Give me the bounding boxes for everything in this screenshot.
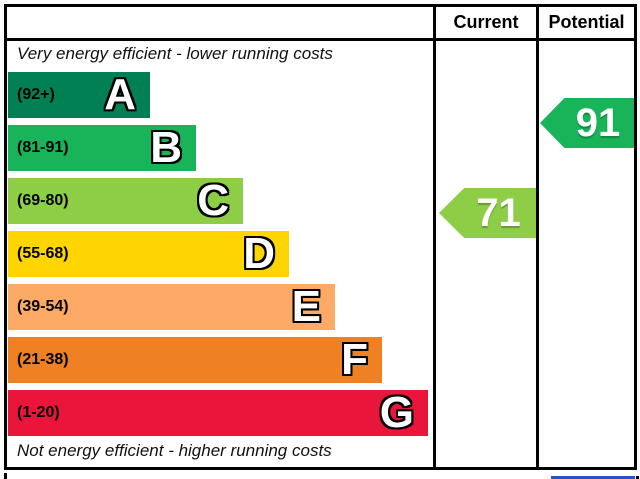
- next-section-left-border: [4, 473, 7, 479]
- band-a: (92+) A: [8, 72, 150, 118]
- band-range-label: (55-68): [17, 245, 69, 262]
- band-g: (1-20) G: [8, 390, 428, 436]
- band-range-label: (21-38): [17, 351, 69, 368]
- current-rating-arrow: 71: [439, 188, 536, 238]
- rating-table: Current Potential Very energy efficient …: [4, 4, 637, 470]
- potential-column-header: Potential: [548, 12, 625, 32]
- band-letter: A: [104, 70, 136, 119]
- band-range-label: (81-91): [17, 139, 69, 156]
- band-c: (69-80) C: [8, 178, 243, 224]
- band-letter: B: [150, 123, 182, 172]
- potential-rating-value: 91: [575, 101, 621, 145]
- top-caption: Very energy efficient - lower running co…: [17, 44, 333, 63]
- band-range-label: (92+): [17, 86, 55, 103]
- band-range-label: (1-20): [17, 404, 60, 421]
- column-divider-potential: [536, 7, 539, 467]
- next-section-blue-border: [551, 476, 635, 479]
- current-column-header: Current: [453, 12, 519, 32]
- bottom-caption: Not energy efficient - higher running co…: [17, 441, 332, 460]
- band-letter: G: [379, 388, 414, 437]
- band-d: (55-68) D: [8, 231, 289, 277]
- band-letter: C: [197, 176, 229, 225]
- band-f: (21-38) F: [8, 337, 382, 383]
- next-section-right-border: [636, 476, 639, 479]
- band-letter: F: [341, 335, 368, 384]
- header-divider: [7, 38, 634, 41]
- band-range-label: (69-80): [17, 192, 69, 209]
- band-b: (81-91) B: [8, 125, 196, 171]
- band-e: (39-54) E: [8, 284, 335, 330]
- band-letter: E: [291, 282, 321, 331]
- band-range-label: (39-54): [17, 298, 69, 315]
- band-letter: D: [243, 229, 275, 278]
- column-divider-current: [433, 7, 436, 467]
- current-rating-value: 71: [476, 191, 521, 235]
- potential-rating-arrow: 91: [540, 98, 634, 148]
